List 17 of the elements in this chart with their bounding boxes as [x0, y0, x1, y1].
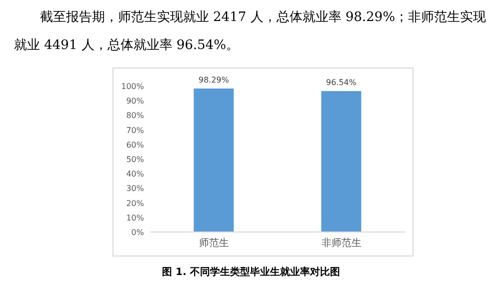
y-tick-label: 10%: [126, 213, 144, 222]
data-label: 96.54%: [326, 78, 357, 88]
y-tick-label: 90%: [126, 96, 144, 106]
data-label: 98.29%: [198, 75, 230, 84]
y-tick-label: 50%: [126, 155, 144, 164]
y-tick-label: 80%: [126, 111, 144, 120]
y-tick-label: 40%: [126, 170, 144, 179]
y-tick-label: 0%: [131, 228, 144, 237]
y-tick-label: 20%: [126, 198, 144, 208]
text: 截至报告期，师范生实现就业 2417 人，总体就业率 98.29%；非师范生实现就业 4491 人，总体就业率 96.54%。: [14, 9, 488, 55]
x-tick-label: 师范生: [198, 237, 229, 249]
y-tick-label: 30%: [126, 184, 144, 194]
y-tick-label: 70%: [126, 126, 144, 135]
y-tick-label: 100%: [121, 82, 144, 91]
y-tick-label: 60%: [126, 140, 144, 150]
text: 图 1. 不同学生类型毕业生就业率对比图: [162, 266, 340, 278]
x-tick-label: 非师范生: [321, 237, 362, 249]
